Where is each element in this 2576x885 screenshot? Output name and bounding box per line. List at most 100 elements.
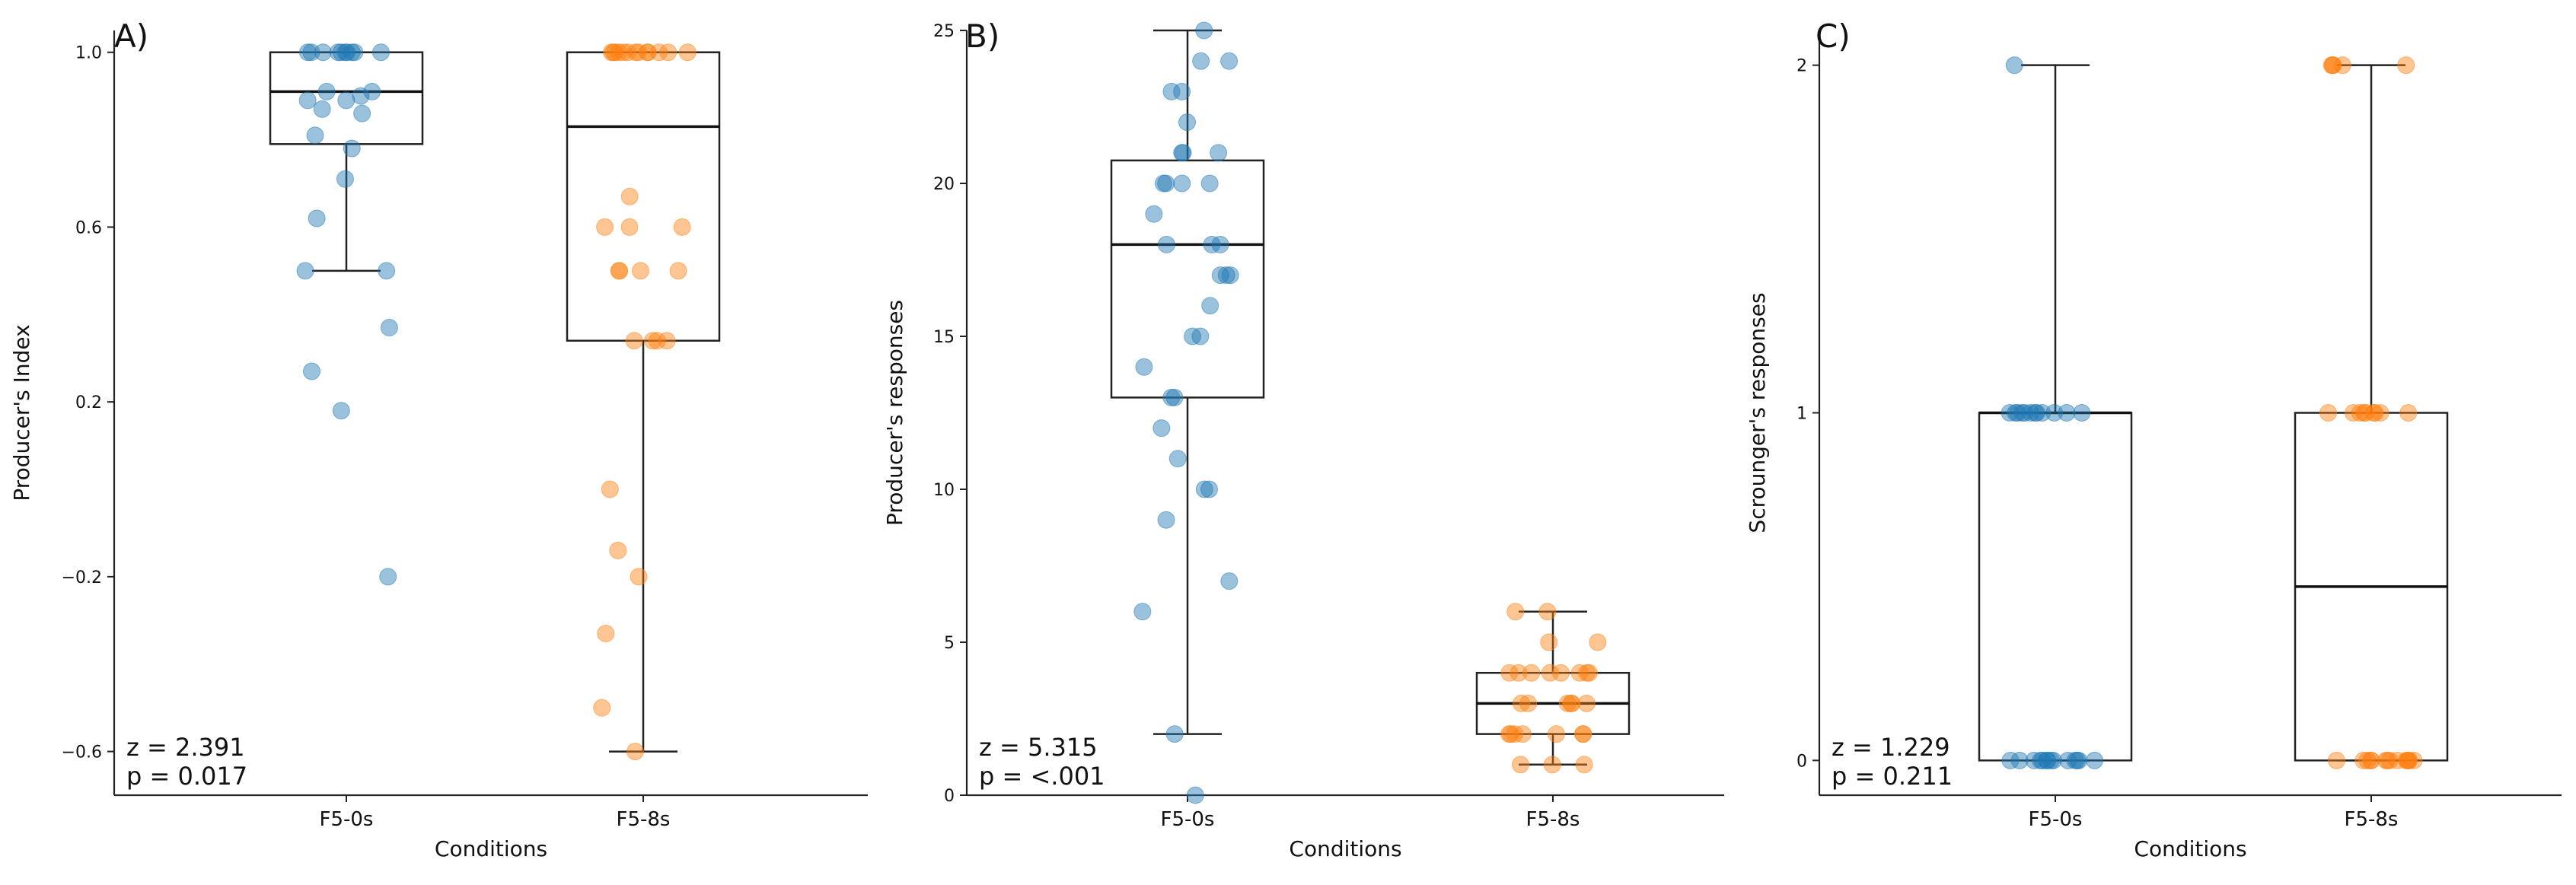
y-tick-label: 10	[933, 481, 955, 500]
data-point	[2059, 751, 2077, 769]
data-point	[298, 91, 317, 110]
data-point	[1574, 725, 1592, 743]
panel-c: 0 1 2 F5-0s F5-8s Conditions Scrounger's respo…	[1745, 18, 2562, 861]
data-point	[619, 43, 637, 62]
data-point	[1589, 633, 1607, 651]
data-point	[343, 139, 361, 158]
data-point	[2399, 404, 2418, 422]
data-point	[2005, 56, 2023, 75]
data-point	[1221, 266, 1239, 285]
data-point	[593, 699, 611, 717]
data-point	[1500, 725, 1519, 743]
iqr-box	[1978, 412, 2133, 762]
data-point	[2058, 404, 2076, 422]
data-point	[609, 541, 627, 559]
data-point	[1135, 358, 1153, 376]
data-point	[1211, 235, 1229, 253]
data-point	[1165, 388, 1184, 406]
data-point	[630, 568, 648, 586]
z-statistic: z = 2.391	[126, 733, 245, 762]
y-tick-label: 1.0	[75, 44, 102, 63]
y-tick-label: 5	[944, 634, 955, 653]
data-point	[329, 43, 347, 62]
data-point	[629, 43, 647, 62]
data-point	[1543, 756, 1561, 774]
data-point	[620, 187, 639, 205]
data-point	[1511, 756, 1529, 774]
y-tick-label: 0	[944, 787, 955, 806]
points-f5-8s	[1500, 603, 1607, 774]
data-point	[313, 100, 331, 118]
p-value: p = 0.017	[126, 762, 247, 791]
data-point	[1195, 480, 1213, 498]
data-point	[1165, 725, 1184, 743]
data-point	[1577, 694, 1596, 712]
y-tick-label: 0.6	[75, 218, 102, 237]
y-tick-label: 25	[933, 22, 955, 41]
data-point	[2073, 404, 2091, 422]
box-f5-8s	[566, 51, 721, 753]
data-point	[1200, 174, 1219, 193]
panel-label: C)	[1816, 18, 1851, 55]
data-point	[1220, 52, 1239, 70]
data-point	[1154, 174, 1172, 193]
data-point	[2355, 404, 2374, 422]
data-point	[379, 568, 397, 586]
data-point	[1201, 297, 1219, 315]
data-point	[1200, 480, 1218, 498]
data-point	[1220, 572, 1239, 591]
x-axis-label: Conditions	[1289, 836, 1401, 861]
data-point	[1191, 327, 1210, 345]
data-point	[1506, 725, 1524, 743]
p-value: p = 0.211	[1832, 762, 1953, 791]
data-point	[2016, 404, 2034, 422]
data-point	[2400, 751, 2418, 769]
data-point	[1145, 205, 1163, 223]
data-point	[1157, 235, 1175, 253]
data-point	[1184, 327, 1202, 345]
data-point	[2333, 56, 2351, 75]
iqr-box	[1110, 159, 1265, 399]
panel-label: B)	[965, 18, 999, 55]
data-point	[601, 480, 619, 498]
data-point	[378, 262, 396, 280]
data-point	[2010, 751, 2029, 769]
data-point	[1192, 52, 1210, 70]
data-point	[639, 43, 657, 62]
data-point	[1186, 786, 1204, 804]
data-point	[1210, 144, 1228, 162]
data-point	[314, 43, 332, 62]
data-point	[336, 170, 354, 188]
data-point	[1211, 266, 1229, 285]
data-point	[302, 362, 320, 380]
data-point	[658, 332, 676, 350]
data-point	[1217, 266, 1235, 285]
data-point	[332, 402, 350, 420]
data-point	[1538, 603, 1557, 621]
x-axis-label: Conditions	[2134, 836, 2246, 861]
data-point	[1510, 664, 1528, 682]
panel-b: 0 5 10 15 20 25 F5-0s F5-8s Conditions Producer's…	[882, 18, 1724, 861]
data-point	[1522, 664, 1541, 682]
data-point	[620, 218, 639, 236]
data-point	[602, 43, 620, 62]
data-point	[669, 262, 687, 280]
panel-label: A)	[114, 18, 148, 55]
points-f5-0s	[2001, 56, 2104, 769]
data-point	[625, 332, 643, 350]
data-point	[2354, 751, 2373, 769]
data-point	[2001, 404, 2019, 422]
y-tick-label: 15	[933, 328, 955, 347]
data-point	[648, 332, 666, 350]
x-tick-label: F5-8s	[1526, 808, 1580, 831]
x-tick-label: F5-0s	[1161, 808, 1215, 831]
y-tick-label: 20	[933, 175, 955, 194]
data-point	[1153, 419, 1171, 438]
points-f5-0s	[296, 43, 398, 586]
data-point	[363, 82, 381, 100]
data-point	[1513, 694, 1531, 712]
data-point	[659, 43, 677, 62]
x-axis-label: Conditions	[435, 836, 547, 861]
box-f5-0s	[1978, 64, 2133, 762]
